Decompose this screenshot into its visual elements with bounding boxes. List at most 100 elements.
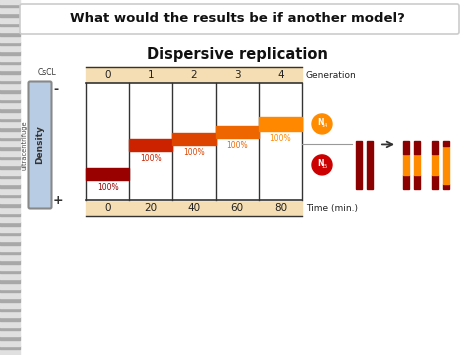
- Bar: [414, 141, 420, 154]
- Bar: [0, 235, 20, 241]
- Text: 100%: 100%: [97, 183, 118, 192]
- Bar: [0, 32, 20, 36]
- Bar: [0, 216, 20, 222]
- Bar: [173, 133, 216, 145]
- Bar: [0, 321, 20, 327]
- Bar: [0, 317, 20, 321]
- Bar: [0, 80, 20, 83]
- Bar: [86, 168, 129, 180]
- Bar: [0, 349, 20, 355]
- Text: 15: 15: [322, 164, 328, 169]
- Bar: [86, 200, 302, 216]
- Bar: [0, 222, 20, 225]
- Bar: [259, 117, 302, 131]
- Bar: [0, 207, 20, 213]
- Text: 100%: 100%: [227, 141, 248, 150]
- Bar: [0, 289, 20, 292]
- Bar: [0, 203, 20, 207]
- Bar: [0, 93, 20, 98]
- FancyBboxPatch shape: [28, 82, 52, 208]
- Bar: [0, 7, 20, 13]
- Bar: [0, 283, 20, 289]
- Bar: [0, 336, 20, 339]
- Bar: [0, 22, 20, 26]
- Text: 20: 20: [144, 203, 157, 213]
- Bar: [443, 146, 449, 184]
- Bar: [443, 141, 449, 146]
- Bar: [0, 251, 20, 254]
- Text: 2: 2: [191, 70, 197, 80]
- Bar: [0, 140, 20, 146]
- Bar: [0, 118, 20, 121]
- Bar: [432, 154, 438, 175]
- Bar: [0, 159, 20, 165]
- Bar: [0, 175, 20, 178]
- Text: 14: 14: [322, 124, 328, 129]
- Bar: [414, 154, 420, 175]
- Bar: [0, 301, 20, 307]
- Bar: [0, 108, 20, 111]
- Bar: [0, 111, 20, 118]
- Bar: [0, 4, 20, 7]
- Bar: [0, 131, 20, 137]
- Bar: [0, 245, 20, 251]
- Bar: [0, 165, 20, 169]
- Text: 1: 1: [147, 70, 154, 80]
- Text: Time (min.): Time (min.): [306, 203, 358, 213]
- Bar: [0, 254, 20, 260]
- Bar: [0, 83, 20, 89]
- Bar: [0, 0, 20, 4]
- Bar: [0, 45, 20, 51]
- Bar: [367, 141, 373, 189]
- Bar: [0, 36, 20, 42]
- Circle shape: [312, 155, 332, 175]
- Bar: [0, 169, 20, 175]
- Bar: [432, 175, 438, 189]
- Text: 4: 4: [277, 70, 284, 80]
- Bar: [0, 187, 20, 193]
- Bar: [0, 137, 20, 140]
- Bar: [86, 83, 302, 200]
- Text: 40: 40: [187, 203, 201, 213]
- Bar: [0, 193, 20, 197]
- Bar: [0, 327, 20, 330]
- Bar: [0, 121, 20, 127]
- Bar: [403, 175, 409, 189]
- Text: Dispersive replication: Dispersive replication: [146, 48, 328, 62]
- Bar: [0, 263, 20, 269]
- Bar: [0, 292, 20, 298]
- Bar: [403, 141, 409, 154]
- Bar: [0, 311, 20, 317]
- Bar: [0, 42, 20, 45]
- Text: 0: 0: [104, 70, 111, 80]
- Bar: [443, 184, 449, 189]
- Bar: [0, 13, 20, 16]
- Bar: [0, 127, 20, 131]
- Bar: [0, 339, 20, 345]
- Bar: [0, 51, 20, 55]
- Bar: [0, 64, 20, 70]
- Bar: [0, 330, 20, 336]
- Bar: [0, 184, 20, 187]
- Bar: [0, 345, 20, 349]
- Text: N: N: [318, 119, 324, 127]
- Bar: [0, 102, 20, 108]
- Bar: [86, 67, 302, 83]
- Bar: [0, 89, 20, 93]
- Bar: [0, 279, 20, 283]
- Bar: [414, 175, 420, 189]
- FancyBboxPatch shape: [20, 4, 459, 34]
- Text: Density: Density: [36, 126, 45, 164]
- Bar: [0, 197, 20, 203]
- Text: CsCL: CsCL: [38, 68, 57, 77]
- Text: ultracentrifuge: ultracentrifuge: [22, 120, 28, 170]
- Circle shape: [312, 114, 332, 134]
- Bar: [0, 155, 20, 159]
- Bar: [403, 154, 409, 175]
- Bar: [0, 225, 20, 231]
- Bar: [0, 26, 20, 32]
- Text: 80: 80: [274, 203, 287, 213]
- Bar: [129, 139, 173, 151]
- Bar: [0, 73, 20, 80]
- Bar: [0, 298, 20, 301]
